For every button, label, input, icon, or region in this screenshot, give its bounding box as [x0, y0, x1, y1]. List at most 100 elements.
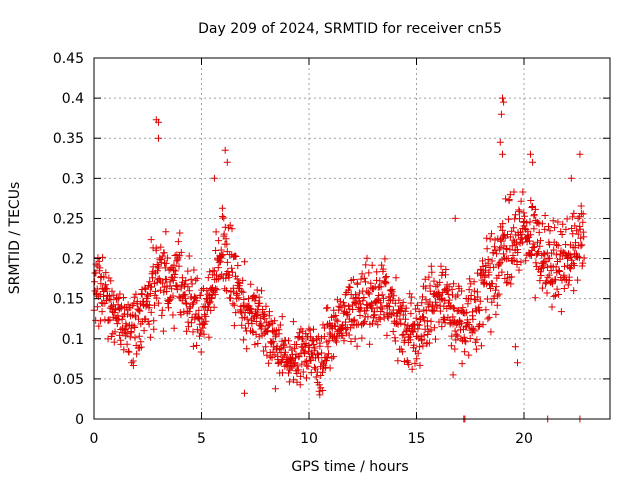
data-point: [482, 306, 490, 314]
data-point: [108, 287, 116, 295]
data-point: [123, 340, 131, 348]
data-point: [185, 323, 193, 331]
data-point: [574, 252, 582, 260]
data-point: [319, 387, 327, 394]
data-point: [248, 320, 256, 328]
data-point: [563, 215, 571, 223]
data-point: [529, 158, 537, 166]
data-point: [333, 296, 341, 304]
data-point: [438, 323, 446, 331]
data-point: [576, 150, 584, 158]
data-point: [293, 341, 301, 348]
data-point: [175, 262, 183, 270]
data-point: [570, 209, 578, 217]
data-point: [324, 343, 332, 351]
data-point: [322, 363, 330, 371]
data-point: [278, 337, 286, 345]
data-point: [492, 310, 500, 318]
data-point: [574, 214, 582, 222]
data-point: [386, 303, 393, 311]
data-point: [518, 231, 526, 239]
data-point: [406, 290, 414, 298]
data-point: [403, 357, 411, 365]
data-point: [465, 321, 473, 328]
data-point: [106, 292, 113, 300]
data-point: [555, 267, 563, 275]
data-point: [215, 237, 223, 245]
data-point: [239, 276, 247, 284]
data-point: [416, 343, 424, 351]
data-point: [425, 273, 433, 281]
data-point: [526, 250, 534, 258]
data-point: [294, 334, 302, 342]
data-point: [340, 337, 348, 345]
data-point: [282, 348, 289, 356]
data-point: [97, 317, 104, 325]
data-point: [476, 297, 484, 305]
data-point: [212, 285, 220, 293]
data-point: [145, 320, 153, 328]
data-point: [559, 220, 567, 228]
data-point: [305, 342, 313, 349]
data-point: [517, 235, 525, 243]
data-point: [415, 307, 423, 315]
data-point: [262, 343, 270, 351]
data-point: [161, 264, 169, 272]
data-point: [562, 225, 570, 233]
data-point: [567, 253, 575, 261]
data-point: [399, 348, 407, 356]
data-point: [150, 317, 158, 325]
data-point: [412, 314, 420, 322]
data-point: [210, 267, 218, 275]
data-point: [345, 283, 353, 291]
data-point: [579, 210, 587, 218]
data-point: [203, 287, 211, 295]
data-point: [392, 274, 400, 282]
data-point: [469, 315, 477, 323]
data-point: [432, 335, 439, 343]
data-point: [497, 110, 505, 118]
data-point: [221, 223, 229, 231]
data-point: [97, 280, 105, 288]
data-point: [568, 213, 576, 221]
data-point: [230, 322, 238, 330]
data-point: [303, 374, 310, 382]
data-point: [130, 322, 138, 330]
data-point: [558, 231, 566, 238]
data-point: [409, 328, 417, 336]
data-point: [579, 218, 587, 226]
data-point: [149, 274, 156, 282]
data-point: [105, 274, 113, 282]
data-point: [526, 218, 534, 226]
data-point: [271, 385, 279, 393]
data-point: [358, 334, 366, 342]
data-point: [140, 327, 148, 335]
data-point: [508, 273, 516, 281]
data-point: [187, 319, 195, 327]
data-point: [425, 339, 433, 347]
data-point: [252, 318, 260, 325]
data-point: [103, 285, 111, 293]
data-point: [486, 235, 494, 243]
data-point: [495, 272, 503, 279]
data-point: [171, 271, 179, 278]
data-point: [189, 342, 197, 350]
data-point: [527, 231, 535, 239]
data-point: [262, 302, 270, 310]
data-point: [316, 342, 324, 350]
data-point: [229, 300, 237, 308]
data-point: [535, 228, 543, 236]
data-point: [192, 276, 200, 284]
data-point: [516, 215, 523, 223]
data-point: [466, 335, 474, 342]
data-point: [419, 313, 426, 321]
data-point: [218, 204, 226, 212]
data-point: [346, 324, 354, 332]
data-point: [567, 174, 575, 182]
data-point: [205, 333, 213, 341]
data-point: [320, 333, 328, 341]
data-point: [165, 297, 173, 305]
data-point: [473, 336, 481, 344]
data-point: [561, 262, 568, 270]
data-point: [147, 236, 155, 244]
